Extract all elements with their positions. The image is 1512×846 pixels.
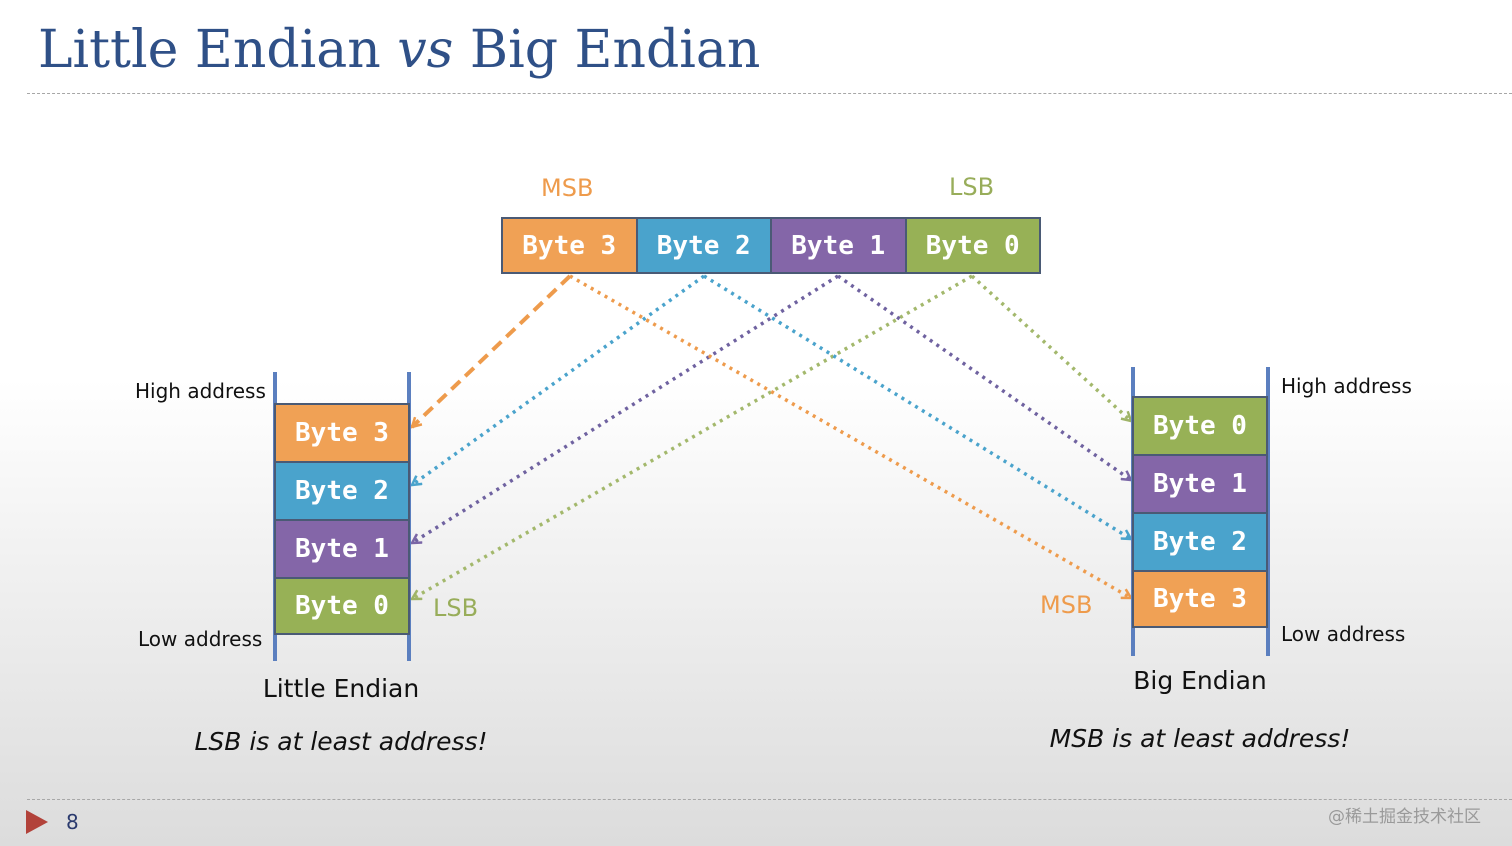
- word-byte-2: Byte 2: [635, 219, 770, 272]
- word-lsb-label: LSB: [949, 173, 995, 201]
- arrow-byte2-to-big: [703, 274, 1131, 541]
- arrow-byte2-to-little: [412, 274, 706, 485]
- arrow-byte3-to-little: [412, 274, 572, 427]
- arrow-byte1-to-big: [837, 274, 1131, 480]
- big-high-address-label: High address: [1281, 374, 1412, 398]
- little-byte-0: Byte 0: [274, 577, 410, 635]
- little-lsb-marker: LSB: [433, 594, 479, 622]
- little-byte-1: Byte 1: [274, 519, 410, 577]
- big-endian-note: MSB is at least address!: [1049, 724, 1351, 753]
- little-byte-3: Byte 3: [274, 403, 410, 461]
- big-byte-1: Byte 1: [1132, 454, 1268, 512]
- little-low-address-label: Low address: [138, 627, 263, 651]
- little-endian-caption: Little Endian: [262, 674, 420, 703]
- little-byte-2: Byte 2: [274, 461, 410, 519]
- arrow-byte0-to-big: [970, 274, 1131, 421]
- little-endian-memory: Byte 3 Byte 2 Byte 1 Byte 0: [274, 403, 410, 635]
- word-byte-0: Byte 0: [904, 219, 1039, 272]
- big-byte-2: Byte 2: [1132, 512, 1268, 570]
- word-byte-3: Byte 3: [503, 219, 636, 272]
- big-endian-memory: Byte 0 Byte 1 Byte 2 Byte 3: [1132, 396, 1268, 628]
- watermark: @稀土掘金技术社区: [1328, 807, 1481, 827]
- slide-play-icon[interactable]: [26, 810, 48, 834]
- big-byte-0: Byte 0: [1132, 396, 1268, 454]
- title-vs: vs: [397, 20, 454, 80]
- footer-divider: [27, 799, 1512, 800]
- big-memory-rail-right: [1266, 367, 1270, 656]
- big-low-address-label: Low address: [1281, 622, 1406, 646]
- little-endian-note: LSB is at least address!: [194, 727, 488, 756]
- slide-page-number: 8: [66, 810, 79, 834]
- title-big-endian: Big Endian: [453, 20, 761, 80]
- title-little-endian: Little Endian: [38, 20, 398, 80]
- slide-title: Little Endian vs Big Endian: [38, 20, 760, 80]
- word-byte-1: Byte 1: [770, 219, 905, 272]
- register-word: Byte 3 Byte 2 Byte 1 Byte 0: [501, 217, 1041, 274]
- arrow-byte1-to-little: [412, 274, 839, 545]
- big-byte-3: Byte 3: [1132, 570, 1268, 628]
- title-divider: [27, 93, 1512, 94]
- little-high-address-label: High address: [135, 379, 266, 403]
- big-endian-caption: Big Endian: [1133, 666, 1267, 695]
- big-msb-marker: MSB: [1040, 591, 1093, 619]
- word-msb-label: MSB: [541, 174, 594, 202]
- arrow-byte0-to-little: [412, 274, 973, 601]
- arrow-byte3-to-big: [569, 274, 1131, 600]
